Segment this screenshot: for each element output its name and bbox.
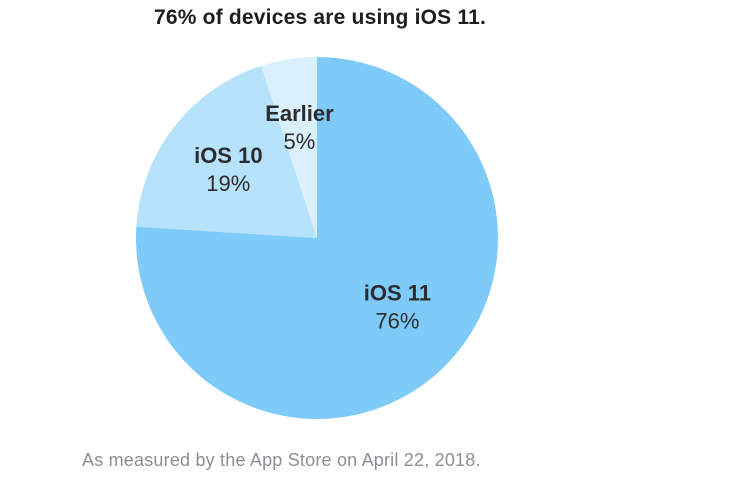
slice-label-earlier: Earlier	[265, 101, 334, 126]
slice-value-ios-11: 76%	[375, 309, 419, 334]
slice-label-ios-11: iOS 11	[364, 281, 431, 306]
chart-footnote: As measured by the App Store on April 22…	[82, 450, 481, 470]
pie-slice-ios-10	[136, 65, 317, 239]
chart-title: 76% of devices are using iOS 11.	[153, 6, 487, 29]
pie-slice-earlier	[261, 57, 317, 238]
slice-label-ios-10: iOS 10	[194, 143, 262, 168]
slice-value-ios-10: 19%	[206, 171, 250, 196]
slice-value-earlier: 5%	[284, 129, 316, 154]
